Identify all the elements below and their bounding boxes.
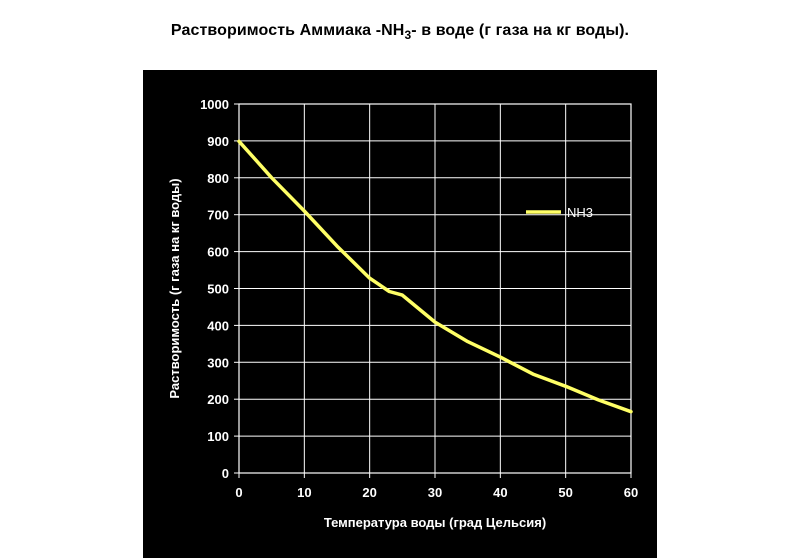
tick-label-y-0: 0 [222, 466, 229, 481]
y-axis-title: Растворимость (г газа на кг воды) [167, 178, 182, 398]
page-title-suffix: - в воде (г газа на кг воды). [411, 22, 630, 39]
tick-label-x-60: 60 [624, 485, 638, 500]
page-title: Растворимость Аммиака -NH3- в воде (г га… [0, 22, 800, 42]
series-line-nh3 [237, 139, 633, 414]
tick-label-y-600: 600 [207, 245, 229, 260]
chart-panel: 0 100 200 300 400 500 600 700 800 900 1000 0 10 20 30 4… [143, 70, 657, 558]
tick-label-x-40: 40 [493, 485, 507, 500]
axis-layer [234, 103, 632, 478]
chart-svg: 0 100 200 300 400 500 600 700 800 900 1000 0 10 20 30 4… [167, 97, 638, 530]
page-title-subscript: 3 [404, 28, 412, 42]
tick-label-x-20: 20 [362, 485, 376, 500]
x-axis-title: Температура воды (град Цельсия) [324, 515, 546, 530]
tick-label-x-30: 30 [428, 485, 442, 500]
label-layer: 0 100 200 300 400 500 600 700 800 900 1000 0 10 20 30 4… [167, 97, 638, 530]
tick-label-y-700: 700 [207, 208, 229, 223]
tick-label-y-200: 200 [207, 392, 229, 407]
tick-label-x-0: 0 [235, 485, 242, 500]
legend-label-nh3: NH3 [567, 205, 593, 220]
grid-layer [238, 103, 632, 474]
series-layer [237, 139, 633, 414]
tick-label-y-300: 300 [207, 355, 229, 370]
plot-area-border [238, 103, 632, 474]
page-title-text: Растворимость Аммиака -NH [170, 22, 405, 39]
tick-label-y-400: 400 [207, 318, 229, 333]
tick-label-y-500: 500 [207, 282, 229, 297]
tick-label-y-1000: 1000 [200, 97, 229, 112]
tick-label-x-50: 50 [558, 485, 572, 500]
tick-label-y-100: 100 [207, 429, 229, 444]
legend-layer: NH3 [526, 205, 593, 220]
tick-label-y-900: 900 [207, 134, 229, 149]
tick-label-x-10: 10 [297, 485, 311, 500]
tick-label-y-800: 800 [207, 171, 229, 186]
